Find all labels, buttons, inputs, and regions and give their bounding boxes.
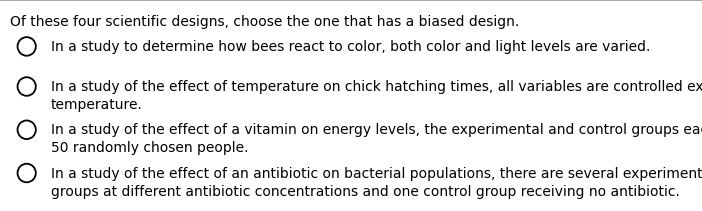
Text: In a study of the effect of temperature on chick hatching times, all variables a: In a study of the effect of temperature …	[51, 80, 702, 112]
Text: In a study to determine how bees react to color, both color and light levels are: In a study to determine how bees react t…	[51, 40, 650, 54]
Text: Of these four scientific designs, choose the one that has a biased design.: Of these four scientific designs, choose…	[10, 15, 519, 29]
Text: In a study of the effect of an antibiotic on bacterial populations, there are se: In a study of the effect of an antibioti…	[51, 167, 702, 199]
Text: In a study of the effect of a vitamin on energy levels, the experimental and con: In a study of the effect of a vitamin on…	[51, 123, 702, 155]
